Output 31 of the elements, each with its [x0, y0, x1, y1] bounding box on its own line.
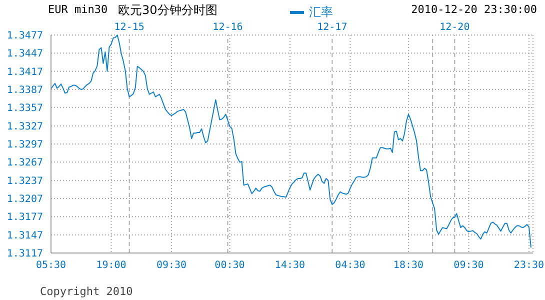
y-tick-label: 1.3327	[6, 121, 43, 132]
x-tick-label: 04:30	[335, 260, 366, 272]
y-tick-label: 1.3147	[6, 230, 43, 242]
x-tick-label: 14:30	[274, 260, 306, 272]
y-tick-label: 1.3267	[6, 158, 43, 169]
y-tick-label: 1.3237	[6, 176, 43, 187]
y-tick-label: 1.3117	[6, 248, 43, 260]
y-tick-label: 1.3297	[6, 140, 43, 151]
x-tick-label: 18:30	[393, 260, 424, 272]
text: 12-17	[317, 22, 348, 33]
text: Copyright 2010	[40, 285, 133, 298]
text: 12-16	[212, 22, 243, 33]
y-tick-label: 1.3447	[6, 48, 43, 60]
x-tick-label: 19:00	[96, 260, 126, 272]
x-tick-label: 05:30	[36, 260, 66, 272]
y-tick-label: 1.3177	[6, 212, 43, 224]
legend-label: 汇率	[308, 4, 333, 21]
text: 2010-12-20 23:30:00	[411, 3, 537, 16]
chart-subtitle: EUR min30	[48, 3, 108, 16]
chart-title: 欧元30分钟分时图	[118, 2, 218, 19]
y-tick-label: 1.3207	[6, 194, 43, 206]
y-tick-label: 1.3357	[6, 103, 43, 114]
x-tick-label: 23:30	[514, 260, 544, 272]
x-tick-label: 09:30	[156, 260, 187, 272]
text: 12-15	[114, 22, 144, 33]
y-tick-label: 1.3387	[6, 85, 43, 96]
x-tick-label: 09:30	[454, 260, 484, 272]
y-tick-label: 1.3477	[6, 30, 43, 42]
text: 12-20	[440, 22, 470, 33]
y-tick-label: 1.3417	[6, 66, 43, 78]
x-tick-label: 00:30	[214, 260, 245, 272]
